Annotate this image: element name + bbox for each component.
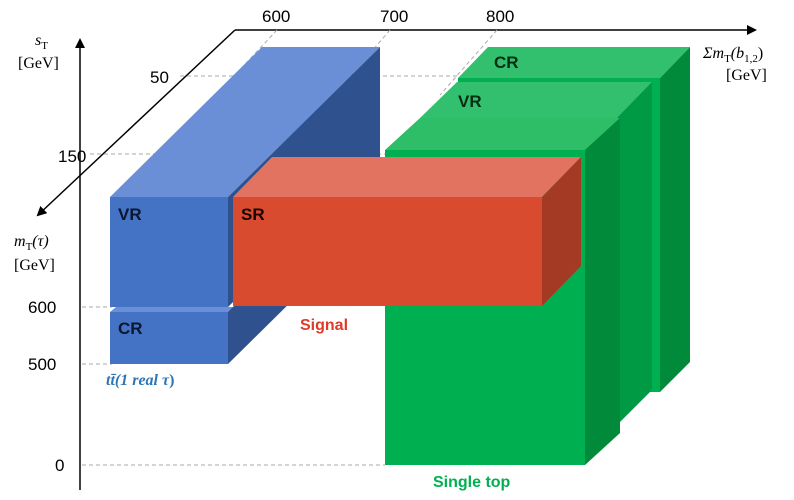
signal-sr-label: SR <box>241 205 265 224</box>
ttbar-title-close: ) <box>169 372 174 389</box>
z-tick-500: 500 <box>28 355 56 374</box>
single-top-cr-label: CR <box>494 53 519 72</box>
ttbar-title-main: tt̄(1 real <box>106 372 162 389</box>
ttbar-title-tau: τ <box>162 372 170 389</box>
z-tick-600: 600 <box>28 298 56 317</box>
signal-sr-box <box>233 157 581 306</box>
z-axis-line <box>36 29 236 217</box>
ttbar-vr-label: VR <box>118 205 142 224</box>
y-axis-unit: [GeV] <box>18 55 59 72</box>
single-top-vr-label: VR <box>458 92 482 111</box>
y-tick-150: 150 <box>58 147 86 166</box>
z-tick-0: 0 <box>55 456 64 475</box>
x-tick-800: 800 <box>486 7 514 26</box>
x-tick-700: 700 <box>380 7 408 26</box>
y-tick-50: 50 <box>150 68 169 87</box>
signal-title: Signal <box>300 317 348 334</box>
single-top-title: Single top <box>433 474 511 491</box>
axes <box>36 25 757 490</box>
z-axis-unit: [GeV] <box>14 257 55 274</box>
x-tick-600: 600 <box>262 7 290 26</box>
y-axis-symbol: sT <box>35 32 48 52</box>
x-axis-label: ΣmT(b1,2) <box>702 45 763 65</box>
ttbar-cr-label: CR <box>118 319 143 338</box>
x-axis-unit: [GeV] <box>726 67 767 84</box>
ttbar-title: tt̄(1 real τ) <box>106 372 174 389</box>
z-axis-label: mT(τ) <box>14 233 49 253</box>
